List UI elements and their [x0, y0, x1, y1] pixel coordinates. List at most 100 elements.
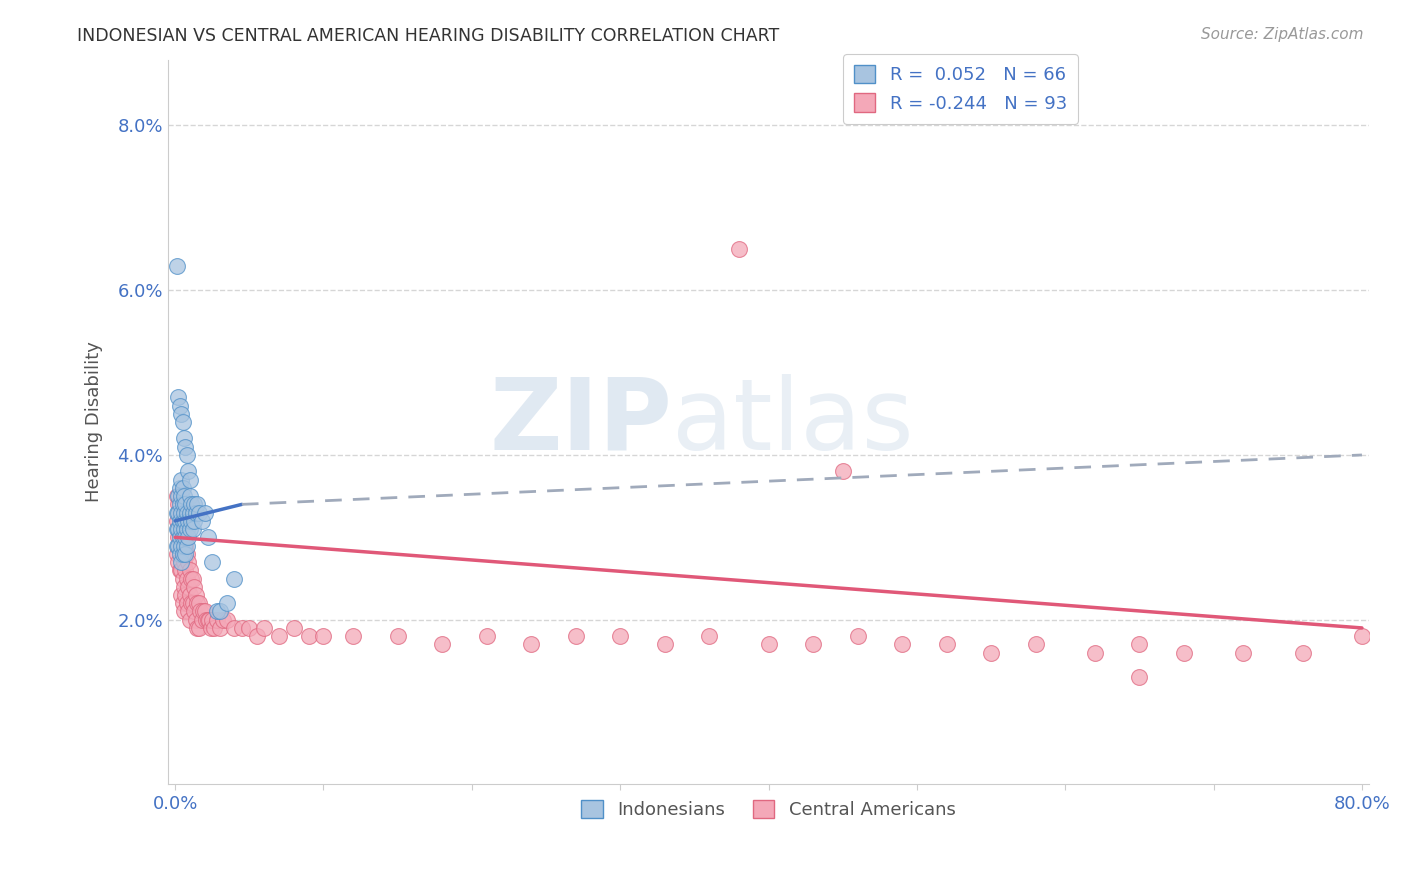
- Point: [169, 539, 191, 553]
- Point: [179, 522, 201, 536]
- Point: [1025, 637, 1047, 651]
- Point: [170, 473, 193, 487]
- Point: [935, 637, 957, 651]
- Point: [170, 489, 193, 503]
- Point: [169, 547, 191, 561]
- Point: [520, 637, 543, 651]
- Point: [176, 506, 198, 520]
- Point: [197, 530, 219, 544]
- Point: [193, 604, 215, 618]
- Point: [191, 613, 214, 627]
- Point: [980, 646, 1002, 660]
- Point: [166, 489, 188, 503]
- Point: [172, 547, 194, 561]
- Point: [166, 514, 188, 528]
- Point: [1232, 646, 1254, 660]
- Point: [176, 572, 198, 586]
- Point: [174, 497, 197, 511]
- Point: [201, 555, 224, 569]
- Point: [1084, 646, 1107, 660]
- Point: [283, 621, 305, 635]
- Point: [167, 390, 190, 404]
- Point: [202, 621, 225, 635]
- Point: [1128, 637, 1150, 651]
- Point: [169, 514, 191, 528]
- Point: [197, 613, 219, 627]
- Point: [188, 604, 211, 618]
- Point: [195, 613, 218, 627]
- Point: [177, 604, 200, 618]
- Point: [172, 497, 194, 511]
- Point: [167, 522, 190, 536]
- Point: [173, 522, 195, 536]
- Point: [1291, 646, 1313, 660]
- Point: [176, 596, 198, 610]
- Point: [174, 440, 197, 454]
- Point: [179, 588, 201, 602]
- Point: [180, 497, 202, 511]
- Point: [176, 539, 198, 553]
- Point: [186, 621, 208, 635]
- Point: [697, 629, 720, 643]
- Text: ZIP: ZIP: [489, 374, 672, 470]
- Point: [169, 399, 191, 413]
- Text: atlas: atlas: [672, 374, 914, 470]
- Point: [167, 497, 190, 511]
- Point: [297, 629, 319, 643]
- Point: [253, 621, 276, 635]
- Point: [801, 637, 824, 651]
- Point: [173, 604, 195, 618]
- Point: [166, 547, 188, 561]
- Point: [173, 432, 195, 446]
- Point: [174, 547, 197, 561]
- Point: [179, 613, 201, 627]
- Point: [170, 555, 193, 569]
- Point: [184, 613, 207, 627]
- Point: [172, 514, 194, 528]
- Point: [177, 580, 200, 594]
- Point: [224, 572, 246, 586]
- Point: [170, 506, 193, 520]
- Point: [654, 637, 676, 651]
- Point: [387, 629, 409, 643]
- Point: [169, 497, 191, 511]
- Point: [475, 629, 498, 643]
- Point: [173, 555, 195, 569]
- Text: INDONESIAN VS CENTRAL AMERICAN HEARING DISABILITY CORRELATION CHART: INDONESIAN VS CENTRAL AMERICAN HEARING D…: [77, 27, 779, 45]
- Point: [170, 522, 193, 536]
- Point: [172, 481, 194, 495]
- Text: Source: ZipAtlas.com: Source: ZipAtlas.com: [1201, 27, 1364, 42]
- Point: [179, 506, 201, 520]
- Point: [166, 259, 188, 273]
- Point: [198, 613, 221, 627]
- Point: [205, 604, 228, 618]
- Point: [173, 539, 195, 553]
- Point: [166, 539, 188, 553]
- Point: [166, 522, 188, 536]
- Point: [172, 596, 194, 610]
- Point: [224, 621, 246, 635]
- Point: [179, 473, 201, 487]
- Point: [181, 572, 204, 586]
- Point: [1128, 670, 1150, 684]
- Point: [231, 621, 253, 635]
- Point: [191, 514, 214, 528]
- Point: [183, 580, 205, 594]
- Point: [727, 242, 749, 256]
- Point: [180, 514, 202, 528]
- Point: [609, 629, 631, 643]
- Point: [176, 547, 198, 561]
- Point: [169, 563, 191, 577]
- Point: [187, 621, 209, 635]
- Point: [174, 530, 197, 544]
- Point: [187, 596, 209, 610]
- Point: [215, 613, 238, 627]
- Point: [831, 465, 853, 479]
- Point: [181, 522, 204, 536]
- Point: [180, 596, 202, 610]
- Point: [176, 448, 198, 462]
- Point: [172, 572, 194, 586]
- Point: [174, 588, 197, 602]
- Point: [179, 489, 201, 503]
- Point: [177, 530, 200, 544]
